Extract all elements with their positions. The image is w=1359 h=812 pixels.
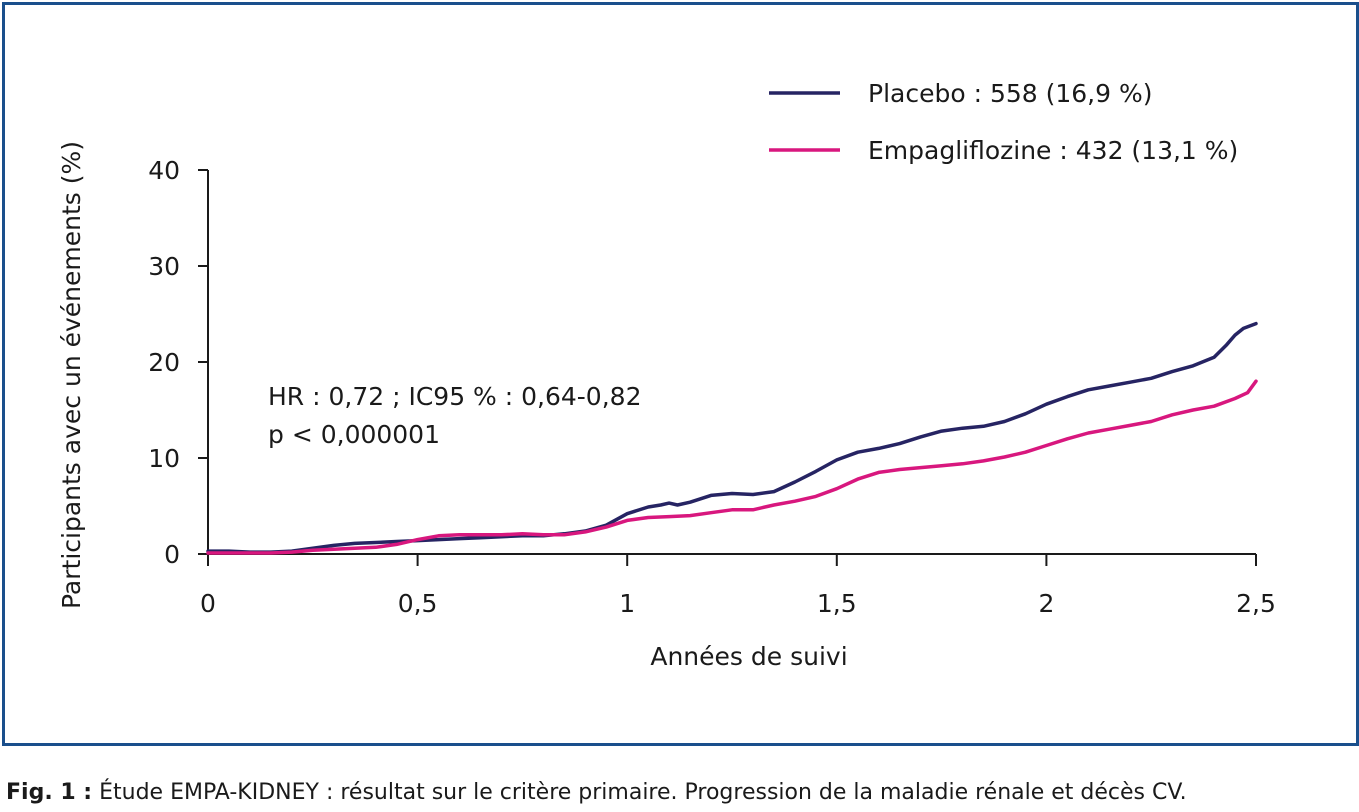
caption-text: Étude EMPA-KIDNEY : résultat sur le crit… [92, 780, 1187, 805]
x-tick-label: 2,5 [1236, 589, 1276, 618]
x-ticks: 0 0,5 1 1,5 2 2,5 [200, 554, 1276, 618]
x-tick-label: 0 [200, 589, 216, 618]
y-axis-title: Participants avec un événements (%) [57, 141, 86, 609]
y-tick-label: 10 [148, 444, 180, 473]
legend-label: Placebo : 558 (16,9 %) [868, 79, 1153, 108]
figure-caption: Fig. 1 : Étude EMPA-KIDNEY : résultat su… [6, 780, 1187, 805]
y-tick-label: 20 [148, 348, 180, 377]
y-tick-label: 0 [164, 540, 180, 569]
x-tick-label: 1,5 [817, 589, 857, 618]
x-tick-label: 0,5 [398, 589, 438, 618]
chart: 0 10 20 30 40 0 0,5 1 1,5 2 2,5 Participants avec… [57, 79, 1276, 671]
x-axis-title: Années de suivi [650, 642, 847, 671]
hazard-ratio-annotation: HR : 0,72 ; IC95 % : 0,64-0,82 [268, 382, 641, 411]
annotation: HR : 0,72 ; IC95 % : 0,64-0,82 p < 0,000… [268, 382, 641, 449]
series-line-placebo [206, 321, 1258, 554]
x-tick-label: 1 [619, 589, 635, 618]
y-tick-label: 40 [148, 156, 180, 185]
series-line-empagliflozine [206, 379, 1258, 555]
p-value-annotation: p < 0,000001 [268, 420, 440, 449]
legend: Placebo : 558 (16,9 %) Empagliflozine : 4… [769, 79, 1238, 165]
legend-label: Empagliflozine : 432 (13,1 %) [868, 136, 1238, 165]
figure-frame [2, 2, 1359, 746]
y-tick-label: 30 [148, 252, 180, 281]
series-layer [206, 321, 1258, 555]
x-tick-label: 2 [1038, 589, 1054, 618]
caption-prefix: Fig. 1 : [6, 780, 93, 805]
y-ticks: 0 10 20 30 40 [148, 156, 208, 569]
axes [207, 170, 1256, 555]
